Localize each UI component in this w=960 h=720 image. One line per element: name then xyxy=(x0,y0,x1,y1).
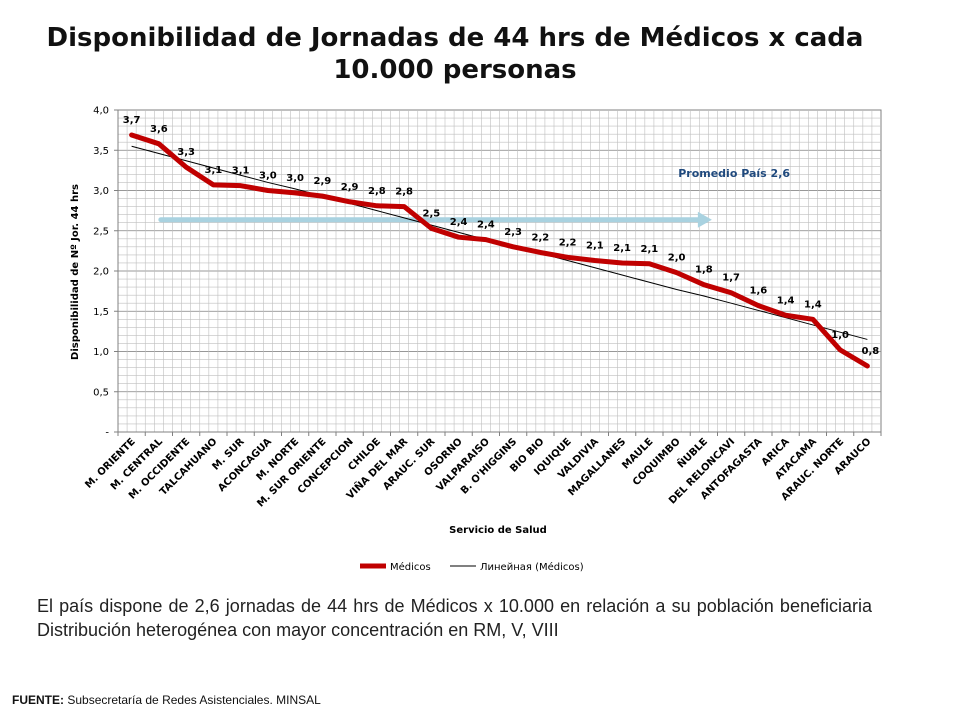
data-label: 2,1 xyxy=(586,241,604,252)
y-tick-label: 3,5 xyxy=(93,146,109,157)
data-label: 2,2 xyxy=(532,232,550,243)
data-point xyxy=(592,258,598,263)
data-point xyxy=(156,141,162,147)
y-tick-label: 3,0 xyxy=(93,186,109,197)
data-point xyxy=(783,313,788,318)
page-title: Disponibilidad de Jornadas de 44 hrs de … xyxy=(46,23,864,85)
y-tick-label: 2,0 xyxy=(93,267,109,278)
data-label: 1,0 xyxy=(831,330,849,341)
data-label: 2,5 xyxy=(423,208,441,219)
data-label: 1,7 xyxy=(722,273,740,284)
data-point xyxy=(483,237,489,242)
data-point xyxy=(728,290,734,295)
legend-label-medicos: Médicos xyxy=(390,561,431,573)
source-text: Subsecretaría de Redes Asistenciales. MI… xyxy=(67,693,321,707)
caption-text: El país dispone de 2,6 jornadas de 44 hr… xyxy=(37,596,872,640)
data-point xyxy=(238,183,243,188)
data-label: 2,8 xyxy=(368,186,386,197)
data-point xyxy=(401,204,407,209)
data-label: 1,6 xyxy=(750,286,768,297)
data-label: 2,0 xyxy=(668,253,686,264)
data-point xyxy=(701,282,707,287)
data-point xyxy=(510,244,516,250)
data-label: 2,4 xyxy=(477,220,495,231)
data-label: 3,6 xyxy=(150,124,168,135)
data-label: 2,9 xyxy=(314,176,332,187)
data-point xyxy=(647,261,652,266)
data-label: 3,1 xyxy=(232,166,250,177)
data-point xyxy=(565,255,570,260)
series-medicos xyxy=(129,132,870,369)
data-label: 3,0 xyxy=(259,171,277,182)
data-point xyxy=(674,270,679,275)
data-label: 1,4 xyxy=(804,299,822,310)
data-point xyxy=(619,260,625,266)
y-tick-label: - xyxy=(105,428,109,439)
data-label: 2,3 xyxy=(504,227,522,238)
data-point xyxy=(129,132,134,138)
data-label: 0,8 xyxy=(862,346,880,357)
data-point xyxy=(347,199,352,204)
source-note: FUENTE: Subsecretaría de Redes Asistenci… xyxy=(12,693,321,707)
y-tick-label: 1,5 xyxy=(93,307,109,318)
data-label: 2,1 xyxy=(613,243,631,254)
data-point xyxy=(183,164,189,170)
average-annotation: Promedio País 2,6 xyxy=(158,167,790,228)
data-point xyxy=(538,250,543,255)
data-point xyxy=(320,193,325,199)
data-labels: 3,7 3,6 3,3 3,1 3,1 3,0 3,0 2,9 2,9 2,8 2,8 2,5 2,4 2… xyxy=(123,115,880,357)
y-tick-label: 0,5 xyxy=(93,387,109,398)
data-point xyxy=(292,190,298,196)
data-label: 1,4 xyxy=(777,295,795,306)
chart-grid xyxy=(117,109,882,433)
data-label: 1,8 xyxy=(695,265,713,276)
y-axis: - 0,5 1,0 1,5 2,0 2,5 3,0 3,5 4,0 xyxy=(93,106,119,439)
y-tick-label: 4,0 xyxy=(93,106,109,117)
data-label: 2,1 xyxy=(641,244,659,255)
data-point xyxy=(211,182,216,188)
data-point xyxy=(265,188,271,193)
data-label: 3,0 xyxy=(286,173,304,184)
data-point xyxy=(374,203,380,208)
data-label: 3,3 xyxy=(177,147,195,158)
data-label: 2,8 xyxy=(395,187,413,198)
average-arrow-head xyxy=(697,211,712,228)
data-label: 2,9 xyxy=(341,182,359,193)
data-point xyxy=(810,317,816,322)
chart-legend: Médicos Линейная (Médicos) xyxy=(360,561,584,573)
data-label: 3,7 xyxy=(123,115,141,126)
data-point xyxy=(837,347,843,353)
data-point xyxy=(865,363,870,369)
average-label: Promedio País 2,6 xyxy=(678,167,790,180)
y-tick-label: 1,0 xyxy=(93,347,109,358)
y-axis-title: Disponibilidad de Nº Jor. 44 hrs xyxy=(70,184,81,360)
data-point xyxy=(756,303,761,308)
source-label: FUENTE: xyxy=(12,693,64,707)
legend-label-trend: Линейная (Médicos) xyxy=(480,561,584,573)
data-label: 3,1 xyxy=(205,165,223,176)
data-label: 2,4 xyxy=(450,217,468,228)
x-axis-title: Servicio de Salud xyxy=(449,525,547,536)
data-point xyxy=(429,226,434,231)
y-tick-label: 2,5 xyxy=(93,226,109,237)
data-label: 2,2 xyxy=(559,237,577,248)
data-point xyxy=(456,234,461,240)
series-line xyxy=(129,132,870,369)
